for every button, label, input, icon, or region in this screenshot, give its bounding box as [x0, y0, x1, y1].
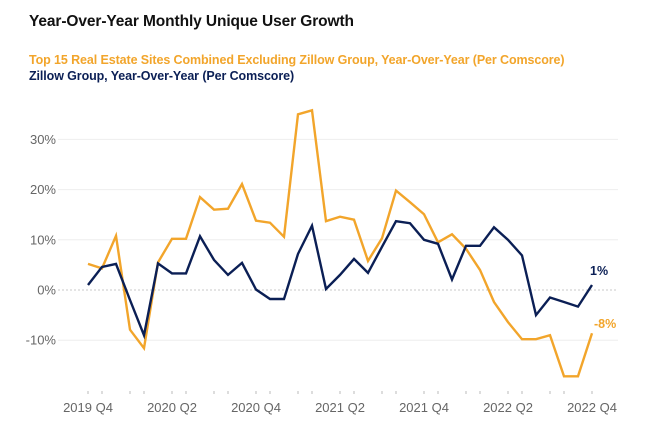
chart-title: Year-Over-Year Monthly Unique User Growt… [29, 13, 354, 30]
y-tick-label: 10% [30, 232, 56, 247]
y-axis: 30% 20% 10% 0% -10% [26, 132, 57, 348]
y-tick-label: 0% [37, 283, 56, 298]
x-tick-label: 2020 Q4 [231, 400, 281, 415]
x-tick-label: 2021 Q4 [399, 400, 449, 415]
y-tick-label: 20% [30, 182, 56, 197]
end-label-zillow-group: 1% [590, 264, 608, 278]
y-tick-label: 30% [30, 132, 56, 147]
x-axis: 2019 Q4 2020 Q2 2020 Q4 2021 Q2 2021 Q4 2022 … [63, 391, 617, 415]
legend-entry-zillow-group: Zillow Group, Year-Over-Year (Per Comsco… [29, 69, 295, 83]
gridlines [58, 138, 618, 341]
series-lines [87, 108, 594, 378]
x-tick-label: 2021 Q2 [315, 400, 365, 415]
x-tick-label: 2022 Q4 [567, 400, 617, 415]
legend-entry-top15-sites: Top 15 Real Estate Sites Combined Exclud… [29, 53, 565, 67]
x-tick-label: 2019 Q4 [63, 400, 113, 415]
series-line-top15-sites [87, 108, 594, 378]
end-label-top15-sites: -8% [594, 317, 616, 331]
y-tick-label: -10% [26, 333, 57, 348]
x-tick-label: 2020 Q2 [147, 400, 197, 415]
end-labels: -8% 1% [590, 264, 616, 331]
x-tick-label: 2022 Q2 [483, 400, 533, 415]
series-line-zillow-group [87, 219, 594, 340]
